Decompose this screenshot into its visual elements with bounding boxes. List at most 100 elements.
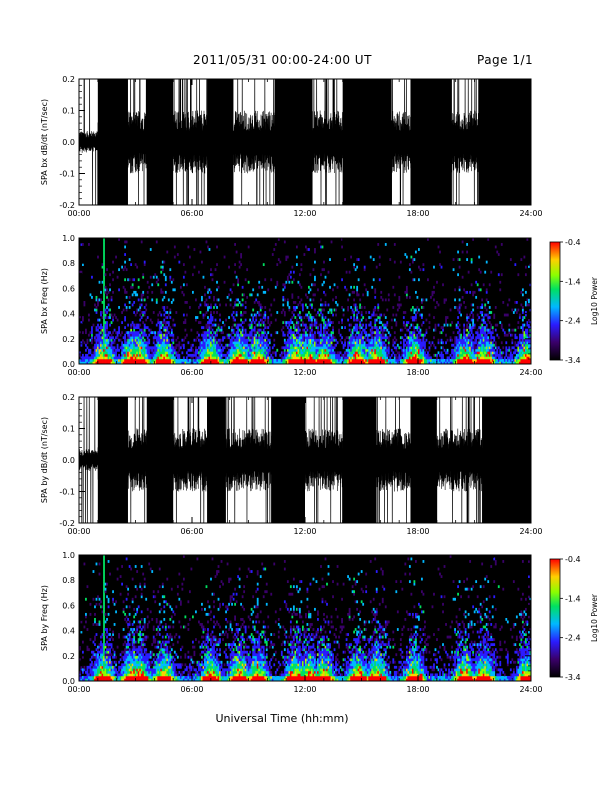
spectrogram-cell [101,346,104,350]
spectrogram-cell [139,338,142,342]
spectrogram-cell [323,343,325,347]
spectrogram-cell [169,361,172,365]
spectrogram-cell [377,308,380,312]
spectrogram-cell [182,275,185,279]
spectrogram-cell [410,270,413,274]
spectrogram-cell [359,346,362,350]
spectrogram-cell [405,348,408,352]
spectrogram-cell [225,343,227,347]
spectrogram-cell [454,338,456,342]
spectrogram-cell [402,338,405,342]
spectrogram-cell [436,358,438,362]
spectrogram-cell [464,306,467,309]
spectrogram-cell [289,326,292,330]
spectrogram-cell [116,348,119,352]
spectrogram-cell [365,311,368,314]
spectrogram-cell [353,326,356,330]
page-number: Page 1/1 [477,53,534,67]
spectrogram-cell [487,343,490,347]
spectrogram-cell [158,336,161,340]
spectrogram-cell [264,348,267,352]
spectrogram-cell [176,343,179,347]
spectrogram-cell [295,331,298,335]
spectrogram-cell [311,328,313,332]
spectrogram-cell [106,321,108,324]
spectrogram-cell [130,323,133,327]
spectrogram-cell [202,331,205,335]
spectrogram-cell [301,341,304,345]
spectrogram-cell [214,348,217,352]
spectrogram-cell [176,356,179,360]
spectrogram-cell [306,361,309,365]
spectrogram-cell [481,313,484,317]
spectrogram-cell [98,353,101,357]
y-tick-label: -0.2 [59,201,75,210]
spectrogram-cell [418,326,420,330]
spectrogram-cell [347,348,349,352]
spectrogram-cell [226,295,229,299]
spectrogram-cell [274,318,277,322]
spectrogram-cell [170,351,173,355]
spectrogram-cell [422,321,425,324]
spectrogram-cell [291,311,294,314]
spectrogram-cell [497,353,500,357]
spectrogram-cell [297,338,300,342]
spectrogram-cell [152,311,155,314]
spectrogram-cell [472,336,475,340]
spectrogram-cell [258,356,261,360]
spectrogram-cell [320,361,322,365]
spectrogram-cell [244,336,247,340]
spectrogram-cell [357,336,360,340]
spectrogram-cell [521,348,524,352]
spectrogram-cell [136,343,139,347]
spectrogram-cell [523,333,526,337]
spectrogram-cell [425,348,428,352]
spectrogram-cell [446,323,449,327]
spectrogram-cell [252,288,255,292]
spectrogram-cell [83,303,86,307]
spectrogram-cell [416,311,419,314]
spectrogram-cell [291,348,294,352]
spectrogram-cell [133,323,136,327]
spectrogram-cell [262,353,265,357]
spectrogram-cell [506,303,509,307]
spectrogram-cell [381,298,384,302]
spectrogram-cell [231,353,233,357]
spectrogram-cell [332,328,334,332]
spectrogram-cell [377,358,380,362]
spectrogram-cell [511,358,514,362]
spectrogram-cell [80,668,83,672]
spectrogram-cell [490,333,493,337]
spectrogram-cell [291,293,294,297]
spectrogram-cell [298,346,301,350]
spectrogram-cell [244,331,247,335]
spectrogram-cell [235,303,238,307]
spectrogram-cell [113,346,116,350]
spectrogram-cell [395,361,398,365]
spectrogram-cell [407,341,410,345]
spectrogram-cell [182,356,185,360]
spectrogram-cell [259,328,262,332]
spectrogram-cell [259,358,262,362]
spectrogram-cell [377,361,380,365]
spectrogram-cell [466,290,469,294]
spectrogram-cell [455,358,458,362]
spectrogram-cell [418,341,420,345]
spectrogram-cell [107,298,110,302]
spectrogram-cell [466,343,469,347]
spectrogram-cell [300,336,303,340]
spectrogram-cell [354,323,357,327]
spectrogram-cell [253,301,256,304]
spectrogram-cell [517,346,520,350]
spectrogram-cell [321,346,324,350]
spectrogram-cell [202,351,205,355]
spectrogram-cell [458,306,461,309]
spectrogram-cell [407,328,410,332]
spectrogram-cell [125,290,128,294]
spectrogram-cell [326,353,328,357]
spectrogram-cell [476,361,479,365]
spectrogram-cell [241,326,244,330]
spectrogram-cell [173,288,176,292]
spectrogram-cell [348,323,351,327]
spectrogram-cell [121,321,123,324]
